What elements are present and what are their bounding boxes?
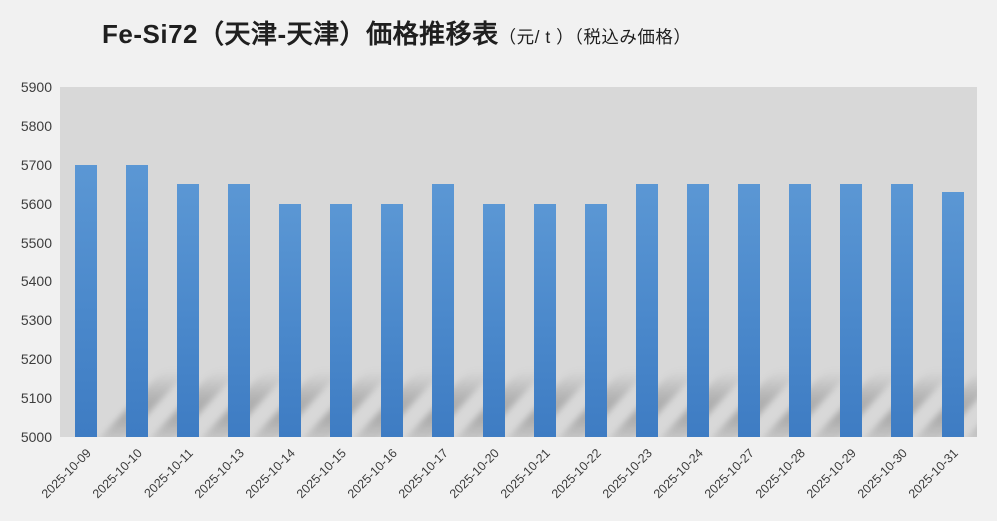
bar-2025-10-24	[687, 184, 709, 437]
bar-2025-10-13	[228, 184, 250, 437]
bar-2025-10-31	[942, 192, 964, 437]
chart-title-unit: （元/ t ）	[498, 27, 575, 47]
y-axis-tick-label: 5500	[20, 234, 52, 251]
bar-2025-10-10	[126, 164, 148, 437]
y-axis-tick-label: 5600	[20, 195, 52, 212]
bar-2025-10-23	[636, 184, 658, 437]
chart-title-tax-note: （税込み価格）	[574, 27, 692, 47]
bar-2025-10-15	[330, 203, 352, 437]
y-axis-tick-label: 5100	[20, 390, 52, 407]
y-axis-tick-label: 5700	[20, 156, 52, 173]
chart-title-main: Fe-Si72（天津-天津）価格推移表	[102, 19, 499, 49]
bar-2025-10-27	[738, 184, 760, 437]
y-axis-tick-label: 5200	[20, 351, 52, 368]
bar-2025-10-21	[534, 203, 556, 437]
bar-2025-10-29	[840, 184, 862, 437]
y-axis-tick-label: 5300	[20, 312, 52, 329]
y-axis-tick-label: 5400	[20, 273, 52, 290]
bar-2025-10-16	[381, 203, 403, 437]
bar-2025-10-09	[75, 164, 97, 437]
bar-2025-10-14	[279, 203, 301, 437]
bar-2025-10-22	[585, 203, 607, 437]
bar-2025-10-17	[432, 184, 454, 437]
bar-2025-10-11	[177, 184, 199, 437]
y-axis-tick-label: 5800	[20, 117, 52, 134]
y-axis-tick-label: 5900	[20, 79, 52, 95]
bar-2025-10-30	[891, 184, 913, 437]
bar-2025-10-20	[483, 203, 505, 437]
plot-area	[60, 87, 977, 437]
y-axis-tick-label: 5000	[20, 429, 52, 445]
chart-title: Fe-Si72（天津-天津）価格推移表（元/ t ）（税込み価格）	[102, 14, 691, 51]
bar-2025-10-28	[789, 184, 811, 437]
